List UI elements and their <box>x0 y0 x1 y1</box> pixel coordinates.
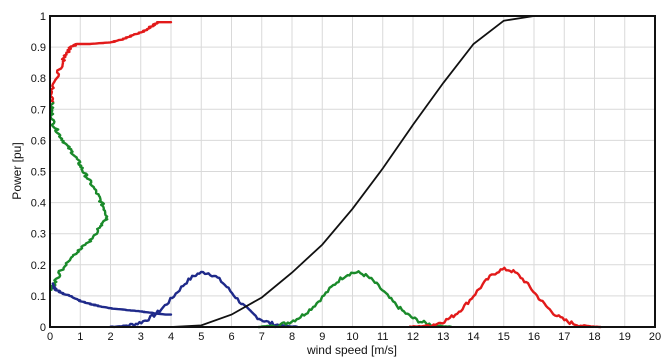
series-group <box>49 15 655 329</box>
y-tick-label: 0 <box>40 322 46 334</box>
x-tick-label: 12 <box>407 331 419 343</box>
power-output-distribution-2 <box>49 101 109 291</box>
x-tick-label: 13 <box>437 331 449 343</box>
x-tick-label: 11 <box>377 331 388 343</box>
x-tick-label: 10 <box>346 331 358 343</box>
grid <box>50 16 655 327</box>
x-tick-label: 15 <box>498 331 510 343</box>
x-tick-label: 2 <box>107 331 113 343</box>
x-tick-label: 0 <box>47 331 53 343</box>
x-tick-label: 14 <box>467 331 479 343</box>
x-tick-label: 19 <box>619 331 631 343</box>
x-tick-label: 8 <box>289 331 295 343</box>
power-output-distribution-1 <box>49 21 173 105</box>
y-tick-label: 0.7 <box>31 104 46 116</box>
y-axis-label: Power [pu] <box>10 142 24 199</box>
y-tick-label: 0.5 <box>31 167 46 179</box>
tick-labels: 0 1 2 3 4 5 6 7 8 9 10 11 12 13 14 15 16 17 18 19 2000.10.20… <box>31 11 661 343</box>
y-tick-label: 0.2 <box>31 260 46 272</box>
wind-speed-distribution-1 <box>109 270 299 329</box>
y-tick-label: 0.3 <box>31 229 46 241</box>
x-tick-label: 18 <box>588 331 600 343</box>
x-tick-label: 1 <box>77 331 83 343</box>
y-tick-label: 0.4 <box>31 198 46 210</box>
power-curve-line <box>140 15 655 328</box>
x-axis-label: wind speed [m/s] <box>306 343 397 357</box>
wind-speed-distribution-3 <box>408 266 602 329</box>
x-tick-label: 4 <box>168 331 174 343</box>
wind-speed-distribution-2 <box>257 270 453 329</box>
x-tick-label: 5 <box>198 331 204 343</box>
x-tick-label: 16 <box>528 331 540 343</box>
y-tick-label: 1 <box>40 11 46 23</box>
y-tick-label: 0.6 <box>31 135 46 147</box>
y-tick-label: 0.1 <box>31 291 46 303</box>
x-tick-label: 17 <box>558 331 570 343</box>
x-tick-label: 3 <box>138 331 144 343</box>
plot-frame <box>49 15 656 328</box>
y-tick-label: 0.8 <box>31 73 46 85</box>
x-tick-label: 20 <box>649 331 661 343</box>
x-tick-label: 6 <box>228 331 234 343</box>
power-output-distribution-3 <box>51 282 173 316</box>
x-tick-label: 9 <box>319 331 325 343</box>
y-tick-label: 0.9 <box>31 42 46 54</box>
x-tick-label: 7 <box>259 331 265 343</box>
